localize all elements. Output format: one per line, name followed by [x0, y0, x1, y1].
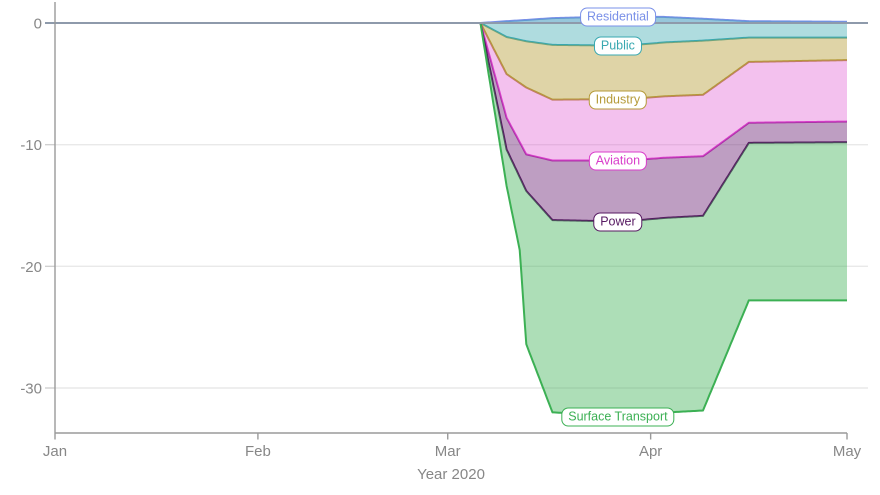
area-surface-transport — [55, 23, 847, 417]
x-tick-label-jan: Jan — [43, 443, 67, 460]
y-tick-label--30: -30 — [20, 381, 42, 398]
x-tick-label-mar: Mar — [435, 443, 461, 460]
area-aviation — [55, 23, 847, 162]
area-power — [55, 23, 847, 222]
x-tick-label-feb: Feb — [245, 443, 271, 460]
y-tick-label--20: -20 — [20, 259, 42, 276]
x-tick-label-may: May — [833, 443, 862, 460]
y-tick-label-0: 0 — [34, 16, 42, 33]
x-tick-label-apr: Apr — [639, 443, 662, 460]
area-industry — [55, 23, 847, 100]
y-tick-label--10: -10 — [20, 137, 42, 154]
x-axis-title: Year 2020 — [417, 466, 485, 483]
